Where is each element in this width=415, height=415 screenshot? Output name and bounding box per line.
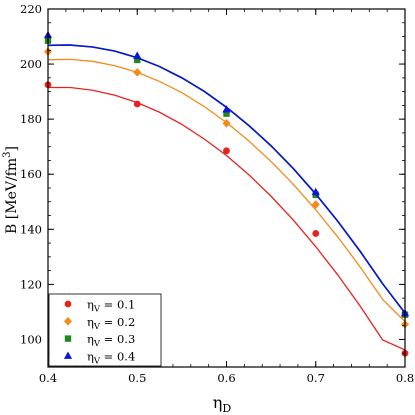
legend-item: ηV = 0.4 [63, 349, 135, 366]
legend-marker [64, 317, 72, 326]
legend-label-value: = 0.4 [100, 349, 135, 363]
x-tick-label: 0.4 [39, 371, 57, 385]
legend-label: ηV = 0.1 [87, 298, 135, 315]
x-tick-label: 0.5 [128, 371, 146, 385]
y-axis-title-prefix: B [MeV/fm [4, 158, 20, 234]
data-point [222, 105, 231, 113]
data-point [312, 230, 320, 237]
data-point [311, 200, 320, 209]
legend-label-main: η [87, 315, 94, 329]
x-axis-title-main: η [213, 393, 223, 412]
y-tick-label: 200 [20, 57, 42, 71]
legend-label: ηV = 0.3 [87, 332, 135, 349]
y-tick-label: 140 [20, 222, 42, 236]
legend-marker [64, 335, 72, 342]
y-tick-label: 160 [20, 167, 42, 181]
tick-labels: 0.4 0.5 0.6 0.7 0.8 100 120 140 160 180 200 220 [20, 2, 414, 385]
fit-line [48, 86, 406, 351]
legend-label-value: = 0.2 [100, 315, 135, 329]
data-point [134, 56, 141, 64]
legend-label-sub: V [93, 356, 101, 366]
legend-label: ηV = 0.2 [87, 315, 135, 332]
data-point [311, 187, 320, 196]
legend-label-value: = 0.1 [100, 298, 135, 312]
legend-label-main: η [87, 298, 94, 312]
y-tick-label: 100 [20, 332, 42, 346]
x-tick-label: 0.8 [396, 371, 414, 385]
axis-ticks [47, 8, 406, 368]
y-axis-title: B [MeV/fm3] [2, 146, 20, 234]
x-tick-label: 0.7 [307, 371, 325, 385]
data-point [133, 68, 142, 77]
y-axis-title-sup: 3 [2, 151, 13, 157]
legend-label-sub: V [93, 339, 101, 349]
data-point [222, 118, 231, 128]
legend-label-value: = 0.3 [100, 332, 135, 346]
x-axis-title-sub: D [222, 402, 231, 415]
legend-marker [64, 300, 72, 308]
legend-item: ηV = 0.1 [64, 298, 135, 315]
y-axis-title-suffix: ] [4, 146, 20, 151]
legend-label-sub: V [93, 305, 101, 315]
x-axis-title: ηD [213, 393, 232, 415]
data-point [223, 110, 230, 117]
legend-label-main: η [87, 332, 94, 346]
data-point [133, 100, 141, 108]
legend-label-sub: V [93, 322, 101, 332]
legend-items: ηV = 0.1ηV = 0.2ηV = 0.3ηV = 0.4 [63, 298, 135, 366]
legend-marker [63, 351, 73, 359]
series-1 [44, 81, 409, 357]
data-point [223, 147, 230, 155]
y-tick-label: 180 [20, 112, 42, 126]
legend-item: ηV = 0.2 [64, 315, 135, 332]
x-tick-label: 0.6 [217, 371, 235, 385]
legend: ηV = 0.1ηV = 0.2ηV = 0.3ηV = 0.4 [48, 293, 162, 367]
legend-item: ηV = 0.3 [64, 332, 135, 349]
y-tick-label: 120 [20, 277, 42, 291]
data-point [133, 51, 142, 59]
y-tick-label: 220 [20, 2, 42, 16]
legend-label-main: η [87, 349, 94, 363]
legend-label: ηV = 0.4 [87, 349, 135, 366]
